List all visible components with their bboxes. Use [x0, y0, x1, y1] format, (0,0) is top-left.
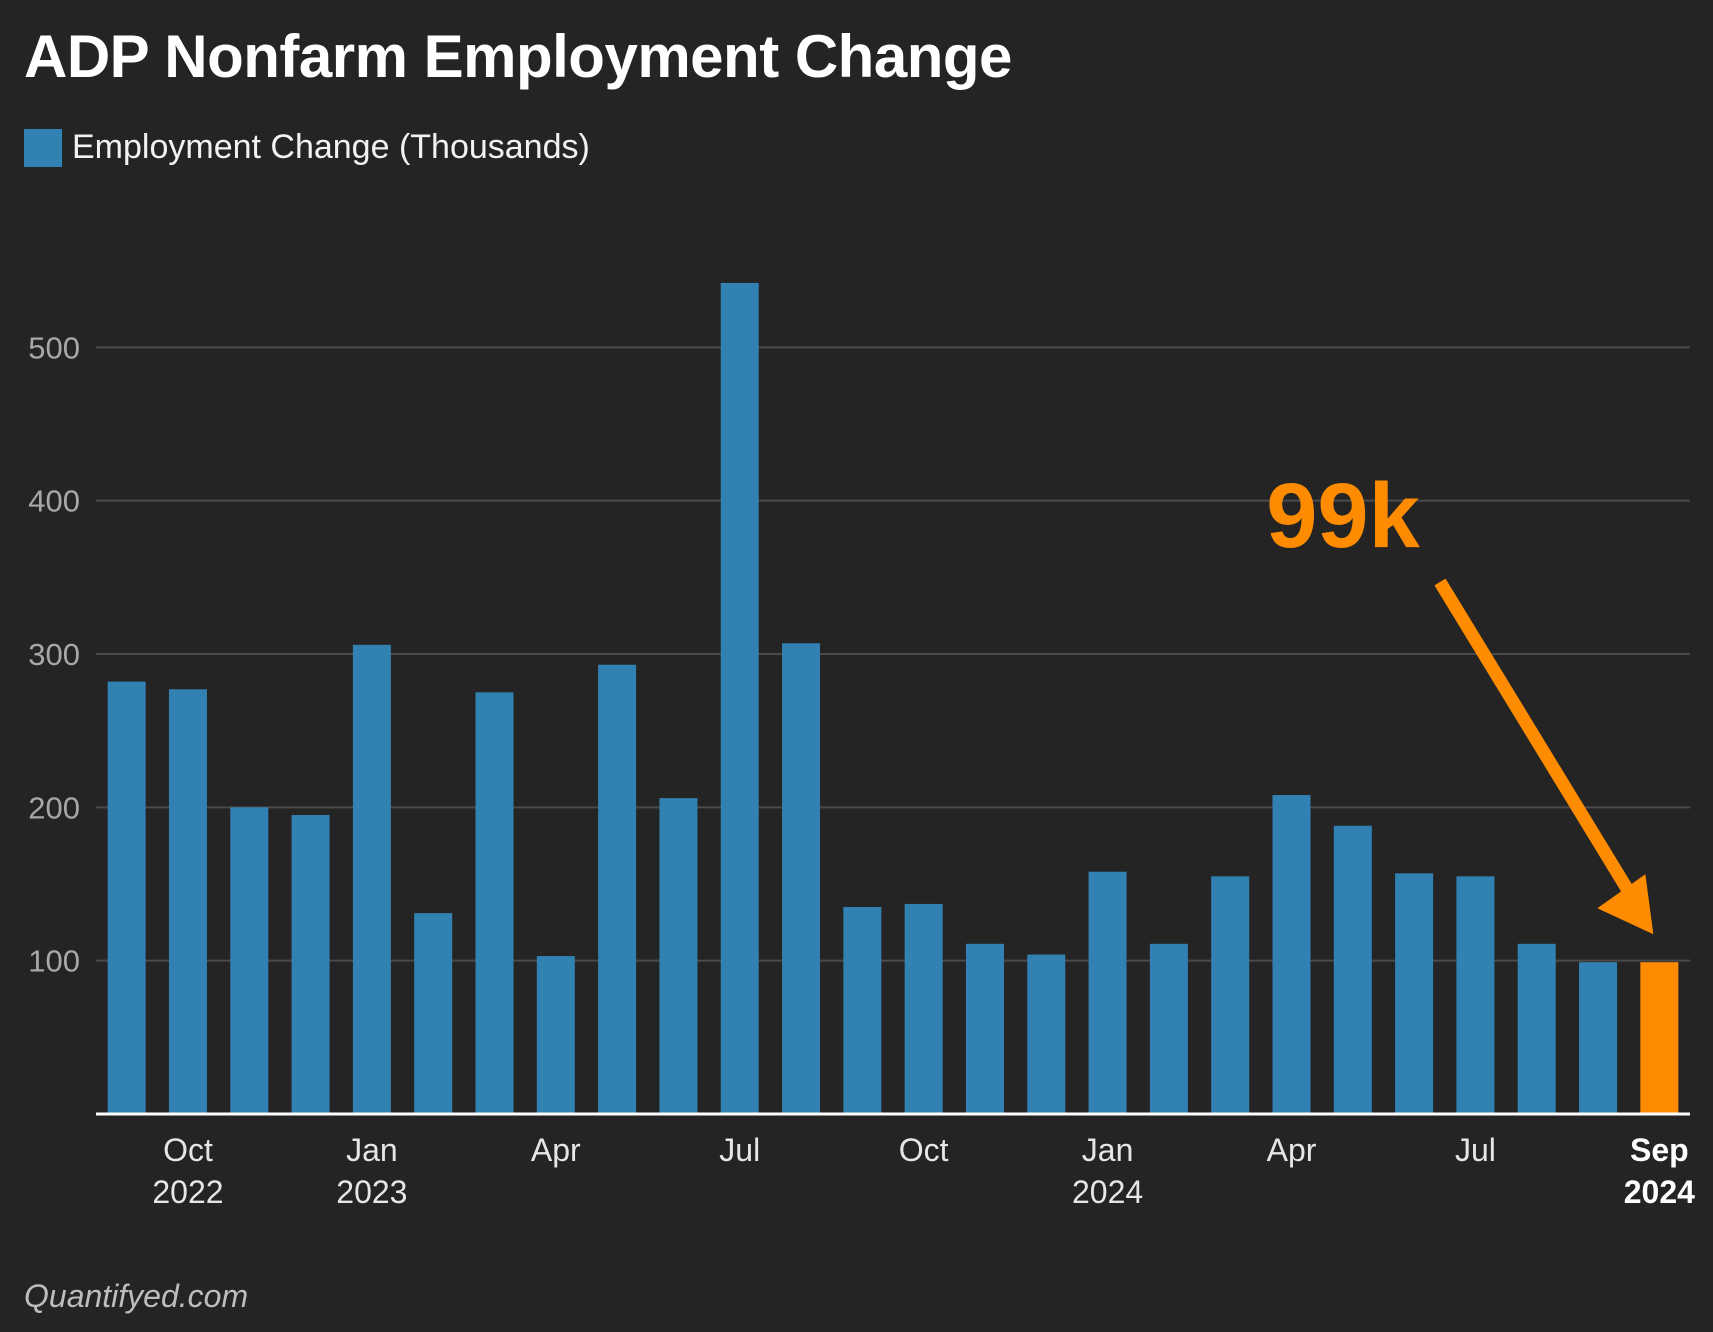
- x-tick-label: Apr: [1267, 1132, 1317, 1168]
- bar: [1088, 871, 1127, 1114]
- bar: [168, 689, 207, 1114]
- y-tick-label: 400: [28, 484, 80, 519]
- bar: [598, 664, 637, 1114]
- bar: [230, 807, 269, 1114]
- bar: [1579, 962, 1618, 1114]
- bar: [1272, 795, 1311, 1114]
- y-tick-label: 100: [28, 944, 80, 979]
- watermark-text: Quantifyed.com: [24, 1278, 249, 1314]
- y-tick-label: 500: [28, 330, 80, 365]
- x-tick-label: Sep: [1630, 1132, 1689, 1168]
- chart-legend: Employment Change (Thousands): [24, 128, 590, 167]
- bar: [1456, 876, 1495, 1114]
- chart-title: ADP Nonfarm Employment Change: [24, 23, 1012, 90]
- bar: [659, 798, 698, 1114]
- x-tick-label: Apr: [531, 1132, 581, 1168]
- x-tick-label: Oct: [899, 1132, 949, 1168]
- annotation-label: 99k: [1266, 465, 1420, 567]
- highlighted-bar: [1640, 962, 1679, 1114]
- x-tick-label: Jan: [346, 1132, 398, 1168]
- bar: [475, 692, 514, 1114]
- bar: [291, 815, 330, 1114]
- bar: [536, 956, 575, 1114]
- bar: [107, 681, 146, 1114]
- x-tick-label: Jul: [719, 1132, 760, 1168]
- x-tick-label: Oct: [163, 1132, 213, 1168]
- legend-label: Employment Change (Thousands): [72, 128, 590, 166]
- bar: [904, 903, 943, 1114]
- x-tick-label: Jan: [1082, 1132, 1134, 1168]
- bar: [1149, 943, 1188, 1114]
- annotation-arrow-head: [1597, 874, 1654, 935]
- bar: [1211, 876, 1250, 1114]
- bar: [782, 643, 821, 1114]
- bar: [414, 913, 453, 1114]
- x-tick-year-label: 2023: [336, 1174, 407, 1210]
- bar: [720, 282, 759, 1114]
- bar: [352, 644, 391, 1114]
- bar: [1333, 825, 1372, 1114]
- bar: [1027, 954, 1066, 1114]
- y-tick-label: 300: [28, 637, 80, 672]
- x-tick-year-label: 2024: [1624, 1174, 1695, 1210]
- x-tick-year-label: 2024: [1072, 1174, 1143, 1210]
- bar: [1395, 873, 1434, 1114]
- bar: [843, 907, 882, 1114]
- bar: [1517, 943, 1556, 1114]
- bar: [965, 943, 1004, 1114]
- x-tick-label: Jul: [1455, 1132, 1496, 1168]
- annotation-arrow-shaft: [1434, 578, 1647, 916]
- y-tick-label: 200: [28, 790, 80, 825]
- legend-swatch: [24, 128, 62, 167]
- x-tick-year-label: 2022: [152, 1174, 223, 1210]
